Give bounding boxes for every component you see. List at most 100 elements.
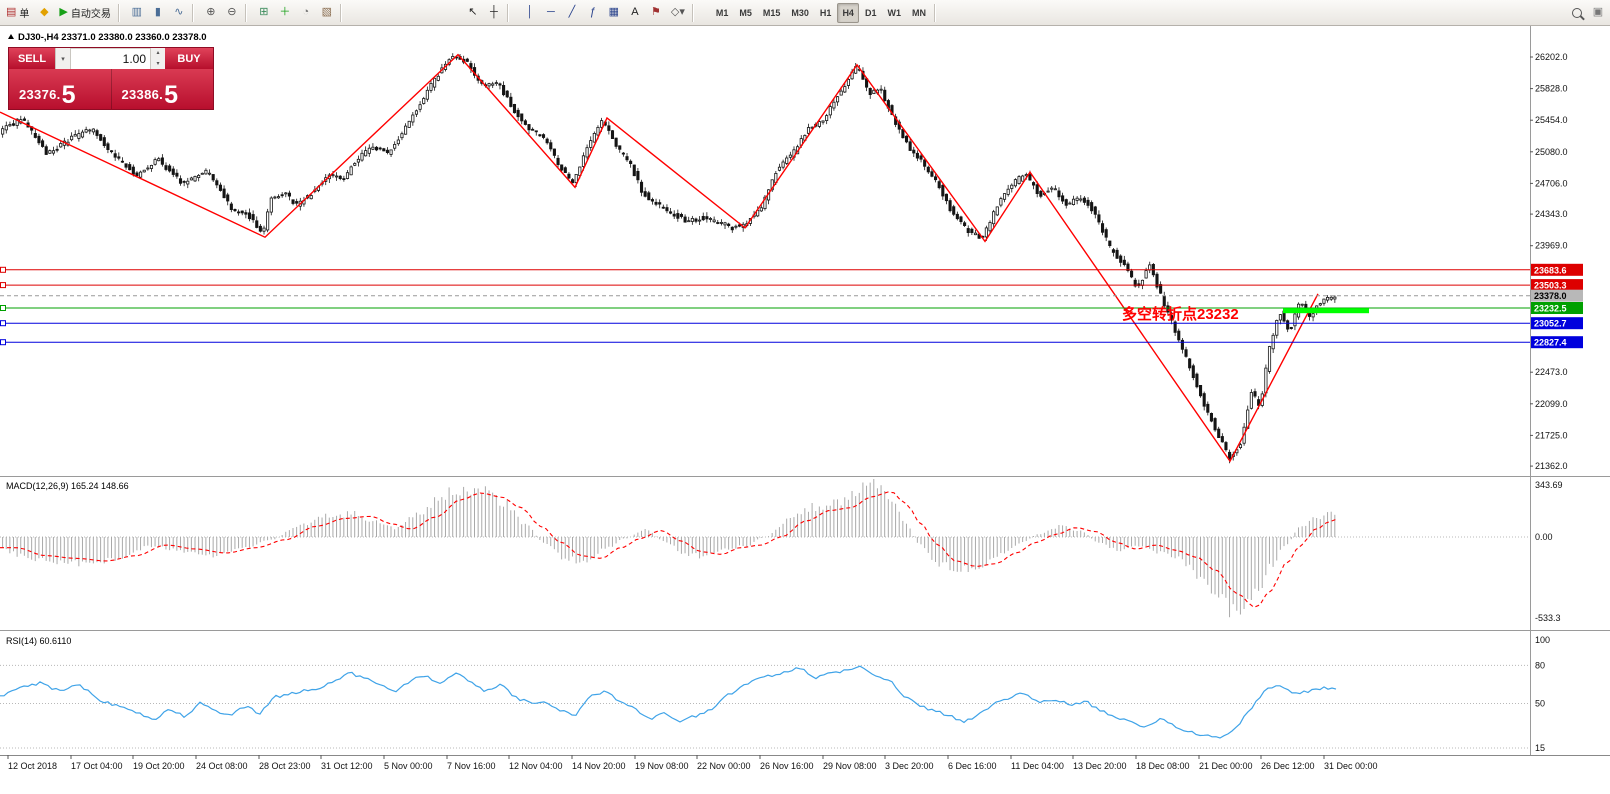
profile-button[interactable]: ▣	[1588, 3, 1608, 23]
main-price-pane[interactable]: 多空转折点23232	[0, 53, 1530, 464]
indicators-icon: ＋	[279, 6, 291, 18]
rsi-scale-label: 50	[1535, 699, 1545, 709]
chart-area[interactable]: 多空转折点23232 DJ30-,H4 23371.0 23380.0 23360…	[0, 26, 1610, 794]
vertical-line-button[interactable]: │	[520, 3, 540, 23]
arrows-button[interactable]: ⚑	[646, 3, 666, 23]
chart-canvas[interactable]: 多空转折点23232 DJ30-,H4 23371.0 23380.0 23360…	[0, 26, 1610, 794]
zigzag-line[interactable]	[0, 53, 1319, 463]
channel-button[interactable]: ▦	[604, 3, 624, 23]
timeframe-mn-button[interactable]: MN	[907, 3, 931, 23]
sell-price-big-digit: 5	[61, 81, 76, 109]
timeframe-h1-button[interactable]: H1	[815, 3, 837, 23]
line-chart-icon: ∿	[174, 6, 184, 18]
auto-trading-button[interactable]: ▶ 自动交易	[55, 3, 114, 23]
tile-windows-button[interactable]: ⊞	[254, 3, 274, 23]
timeframe-h4-button[interactable]: H4	[837, 2, 859, 23]
shapes-icon: ◇▾	[670, 6, 685, 18]
volume-down-icon[interactable]: ▾	[156, 60, 160, 67]
crosshair-icon: ┼	[489, 6, 498, 18]
tile-windows-icon: ⊞	[259, 6, 269, 18]
arrows-icon: ⚑	[650, 6, 661, 18]
hline-handle[interactable]	[0, 305, 6, 311]
candles-chart-button[interactable]: ▮	[148, 3, 168, 23]
macd-pane[interactable]	[0, 478, 1530, 618]
price-tag-text: 22827.4	[1534, 338, 1567, 348]
zoom-out-icon: ⊖	[227, 6, 237, 18]
one-click-trading-panel: SELL ▾ ▴ ▾ BUY 23376. 5 23386. 5	[8, 47, 214, 110]
pivot-highlight-line[interactable]	[1283, 308, 1369, 314]
zoom-out-button[interactable]: ⊖	[222, 3, 242, 23]
indicators-button[interactable]: ＋	[275, 3, 295, 23]
templates-button[interactable]: ▧	[317, 3, 337, 23]
hline-handle[interactable]	[0, 266, 6, 273]
search-button[interactable]	[1567, 3, 1587, 23]
periods-button[interactable]: ◔	[296, 3, 316, 23]
rsi-pane[interactable]	[0, 664, 1530, 749]
window-group: ⊞ ＋ ◔ ▧	[254, 3, 337, 23]
bars-chart-icon: ▥	[131, 6, 143, 18]
volume-input[interactable]	[71, 48, 150, 69]
timeframe-w1-button[interactable]: W1	[882, 3, 906, 23]
hline-handle[interactable]	[0, 320, 6, 327]
market-button[interactable]: ◆	[34, 3, 54, 23]
chart-annotation[interactable]: 多空转折点23232	[1122, 305, 1239, 323]
trading-panel-prices: 23376. 5 23386. 5	[9, 69, 213, 109]
macd-histogram	[2, 479, 1336, 618]
timeframe-m30-button[interactable]: M30	[786, 3, 814, 23]
price-scale-label: 24343.0	[1535, 209, 1568, 219]
cursor-group: ↖ ┼	[463, 3, 504, 23]
fibonacci-button[interactable]: ƒ	[583, 3, 603, 23]
crosshair-button[interactable]: ┼	[484, 3, 504, 23]
time-axis-label: 29 Nov 08:00	[823, 761, 877, 771]
time-axis-label: 31 Dec 00:00	[1324, 761, 1378, 771]
trendline-button[interactable]: ╱	[562, 3, 582, 23]
time-axis-label: 26 Dec 12:00	[1261, 761, 1315, 771]
zoom-in-button[interactable]: ⊕	[201, 3, 221, 23]
rsi-scale-label: 15	[1535, 743, 1545, 753]
timeframe-d1-button[interactable]: D1	[860, 3, 882, 23]
fibonacci-icon: ƒ	[589, 6, 596, 18]
timeframe-m1-button[interactable]: M1	[711, 3, 734, 23]
cursor-button[interactable]: ↖	[463, 3, 483, 23]
new-order-button[interactable]: ▤ 单	[2, 3, 33, 23]
hline-handle[interactable]	[0, 282, 6, 289]
right-group: ▣	[1567, 3, 1608, 23]
time-axis-label: 19 Nov 08:00	[635, 761, 689, 771]
volume-stepper[interactable]: ▴ ▾	[150, 48, 165, 69]
profile-icon: ▣	[1592, 6, 1604, 18]
buy-price[interactable]: 23386. 5	[110, 69, 214, 109]
shapes-button[interactable]: ◇▾	[667, 3, 689, 23]
volume-dropdown-icon[interactable]: ▾	[55, 48, 71, 69]
sell-button[interactable]: SELL	[9, 48, 55, 69]
auto-trading-button-label: 自动交易	[70, 9, 111, 20]
draw-group: │ ─ ╱ ƒ ▦ A ⚑ ◇▾	[520, 3, 689, 23]
buy-button[interactable]: BUY	[165, 48, 213, 69]
sell-price-main: 23376.	[19, 87, 61, 102]
horizontal-line-button[interactable]: ─	[541, 3, 561, 23]
trade-panel-collapse-icon[interactable]	[8, 34, 14, 39]
timeframe-m15-button[interactable]: M15	[758, 3, 786, 23]
volume-up-icon[interactable]: ▴	[156, 50, 160, 57]
macd-scale-label: -533.3	[1535, 613, 1561, 623]
cursor-icon: ↖	[468, 6, 478, 18]
bars-chart-button[interactable]: ▥	[127, 3, 147, 23]
time-axis[interactable]: 12 Oct 2018 17 Oct 04:00 19 Oct 20:00 24 Oc…	[7, 755, 1378, 771]
price-scale[interactable]: 26202.0 25828.0 25454.0 25080.0 24706.0 24343…	[1530, 52, 1583, 753]
price-tag-bid-line	[1531, 289, 1583, 302]
price-tag-text: 23052.7	[1534, 319, 1567, 329]
candles-chart-icon: ▮	[154, 6, 161, 18]
time-axis-label: 3 Dec 20:00	[885, 761, 934, 771]
timeframe-group: M1 M5 M15 M30 H1 H4 D1 W1 MN	[711, 2, 931, 23]
text-button[interactable]: A	[625, 3, 645, 23]
search-icon	[1572, 7, 1582, 18]
line-chart-button[interactable]: ∿	[169, 3, 189, 23]
price-scale-label: 21725.0	[1535, 430, 1568, 440]
toolbar-separator	[339, 3, 342, 22]
sell-price[interactable]: 23376. 5	[9, 69, 111, 109]
time-axis-label: 5 Nov 00:00	[384, 761, 433, 771]
timeframe-m5-button[interactable]: M5	[734, 3, 757, 23]
price-tag-text: 23232.5	[1534, 304, 1567, 314]
price-scale-label: 23969.0	[1535, 241, 1568, 251]
market-icon: ◆	[40, 6, 49, 18]
hline-handle[interactable]	[0, 339, 6, 346]
